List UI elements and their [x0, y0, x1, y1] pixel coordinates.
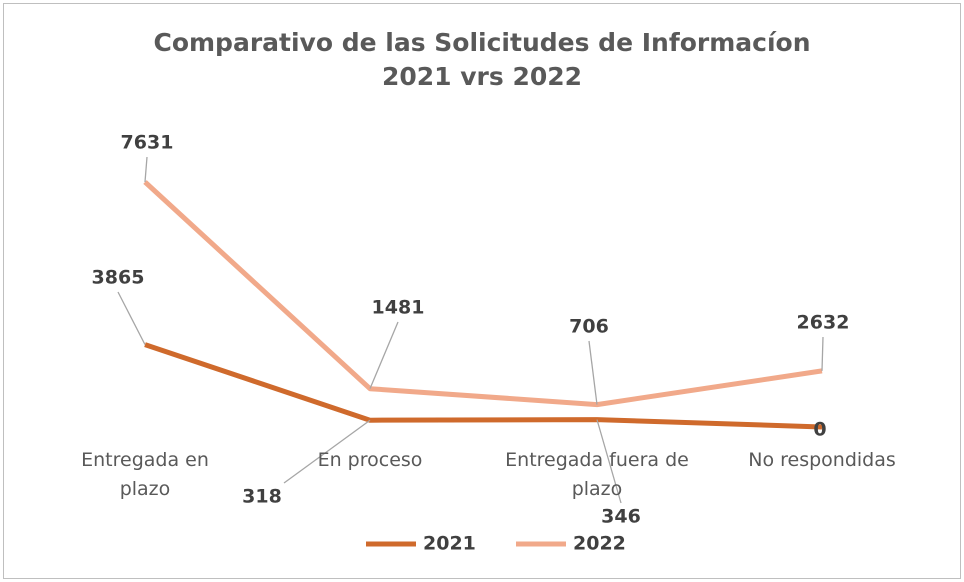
data-label: 706: [569, 316, 609, 338]
legend-label: 2022: [573, 533, 626, 555]
x-tick-label: No respondidas: [748, 449, 896, 471]
x-tick-label: Entregada en plazo: [81, 449, 209, 500]
chart-title: Comparativo de las Solicitudes de Inform…: [153, 28, 811, 91]
series-line: [143, 180, 823, 408]
leader-line: [821, 336, 824, 371]
data-label: 2632: [797, 312, 850, 334]
leader-line: [588, 340, 598, 405]
data-label: 1481: [372, 297, 425, 319]
data-label: 3865: [92, 267, 145, 289]
chart-border: [3, 3, 961, 579]
data-label: 0: [813, 419, 826, 441]
data-label: 7631: [121, 132, 174, 154]
series-line: [144, 342, 823, 430]
legend-label: 2021: [423, 533, 476, 555]
leader-line: [117, 291, 146, 345]
leader-line: [369, 321, 399, 389]
data-label: 346: [601, 506, 641, 528]
data-label: 318: [242, 486, 282, 508]
x-tick-label: En proceso: [317, 449, 423, 471]
leader-line: [144, 156, 148, 183]
x-tick-label: Entregada fuera de plazo: [505, 449, 689, 500]
leader-line: [283, 419, 371, 484]
leader-line: [596, 419, 622, 504]
